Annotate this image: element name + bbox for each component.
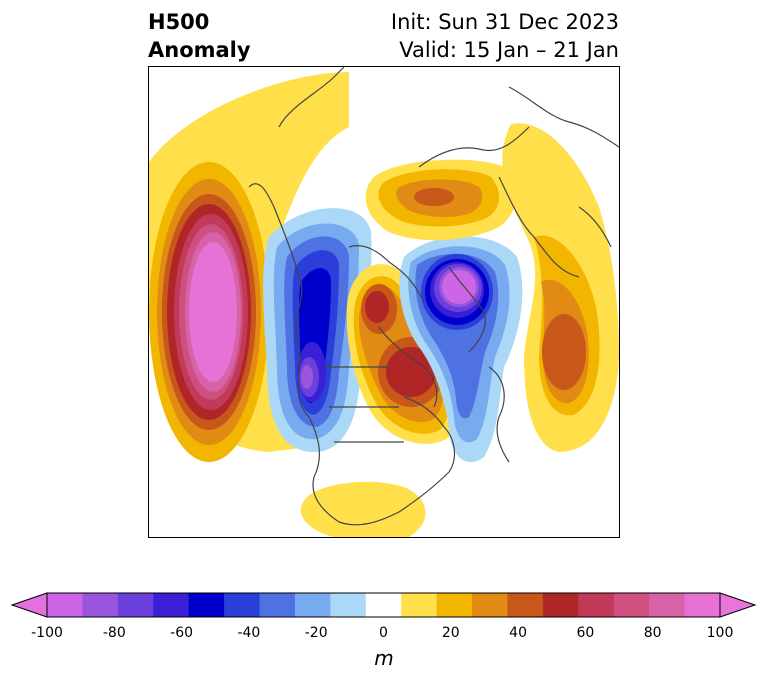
colorbar-tick-label: 40 [509,625,528,641]
colorbar-cell [224,593,261,617]
colorbar-cell [684,593,721,617]
colorbar-cell [188,593,225,617]
valid-time: Valid: 15 Jan – 21 Jan [399,38,619,62]
colorbar-tick-label: -80 [102,625,126,641]
positive-anomaly-north-pacific [149,72,349,462]
anomaly-map [149,67,619,537]
colorbar-cell [542,593,579,617]
title-right: Init: Sun 31 Dec 2023 Valid: 15 Jan – 21… [391,8,619,64]
positive-anomaly-central-asia [502,123,619,452]
positive-anomaly-siberia [365,159,517,241]
colorbar-tick-label: 0 [379,625,388,641]
positive-anomaly-southeast-us [300,481,426,537]
colorbar-cell [436,593,473,617]
colorbar-cell [613,593,650,617]
colorbar-cell [649,593,686,617]
colorbar-cell [330,593,367,617]
colorbar-cell [294,593,331,617]
colorbar-cell [47,593,83,617]
negative-anomaly-western-north-america [263,208,372,453]
map-panel [148,66,620,538]
negative-anomaly-scandinavia-barents [399,236,523,463]
colorbar-cell [259,593,296,617]
init-time: Init: Sun 31 Dec 2023 [390,10,619,34]
colorbar-cell [82,593,119,617]
colorbar-cell [578,593,615,617]
colorbar-cell [117,593,154,617]
title-left: H500 Anomaly [148,8,251,64]
colorbar-cell [507,593,544,617]
colorbar-cell [472,593,508,617]
colorbar-cell [401,593,438,617]
colorbar-tick-label: 100 [706,625,734,641]
colorbar-tick-label: -40 [237,625,261,641]
colorbar-tick-label: -60 [170,625,194,641]
colorbar-max-extension [719,592,757,618]
title-variable: H500 [148,10,210,34]
colorbar-cell [365,593,402,617]
colorbar-min-extension [10,592,48,618]
colorbar-cell [153,593,190,617]
title-anomaly: Anomaly [148,38,251,62]
coastlines [248,67,619,526]
colorbar-tick-label: 20 [441,625,460,641]
colorbar-units: m [374,646,394,670]
colorbar-tick-label: 60 [576,625,595,641]
colorbar-tick-label: -20 [304,625,328,641]
colorbar-tick-label: 80 [643,625,662,641]
colorbar-tick-label: -100 [31,625,63,641]
colorbar [10,592,757,618]
